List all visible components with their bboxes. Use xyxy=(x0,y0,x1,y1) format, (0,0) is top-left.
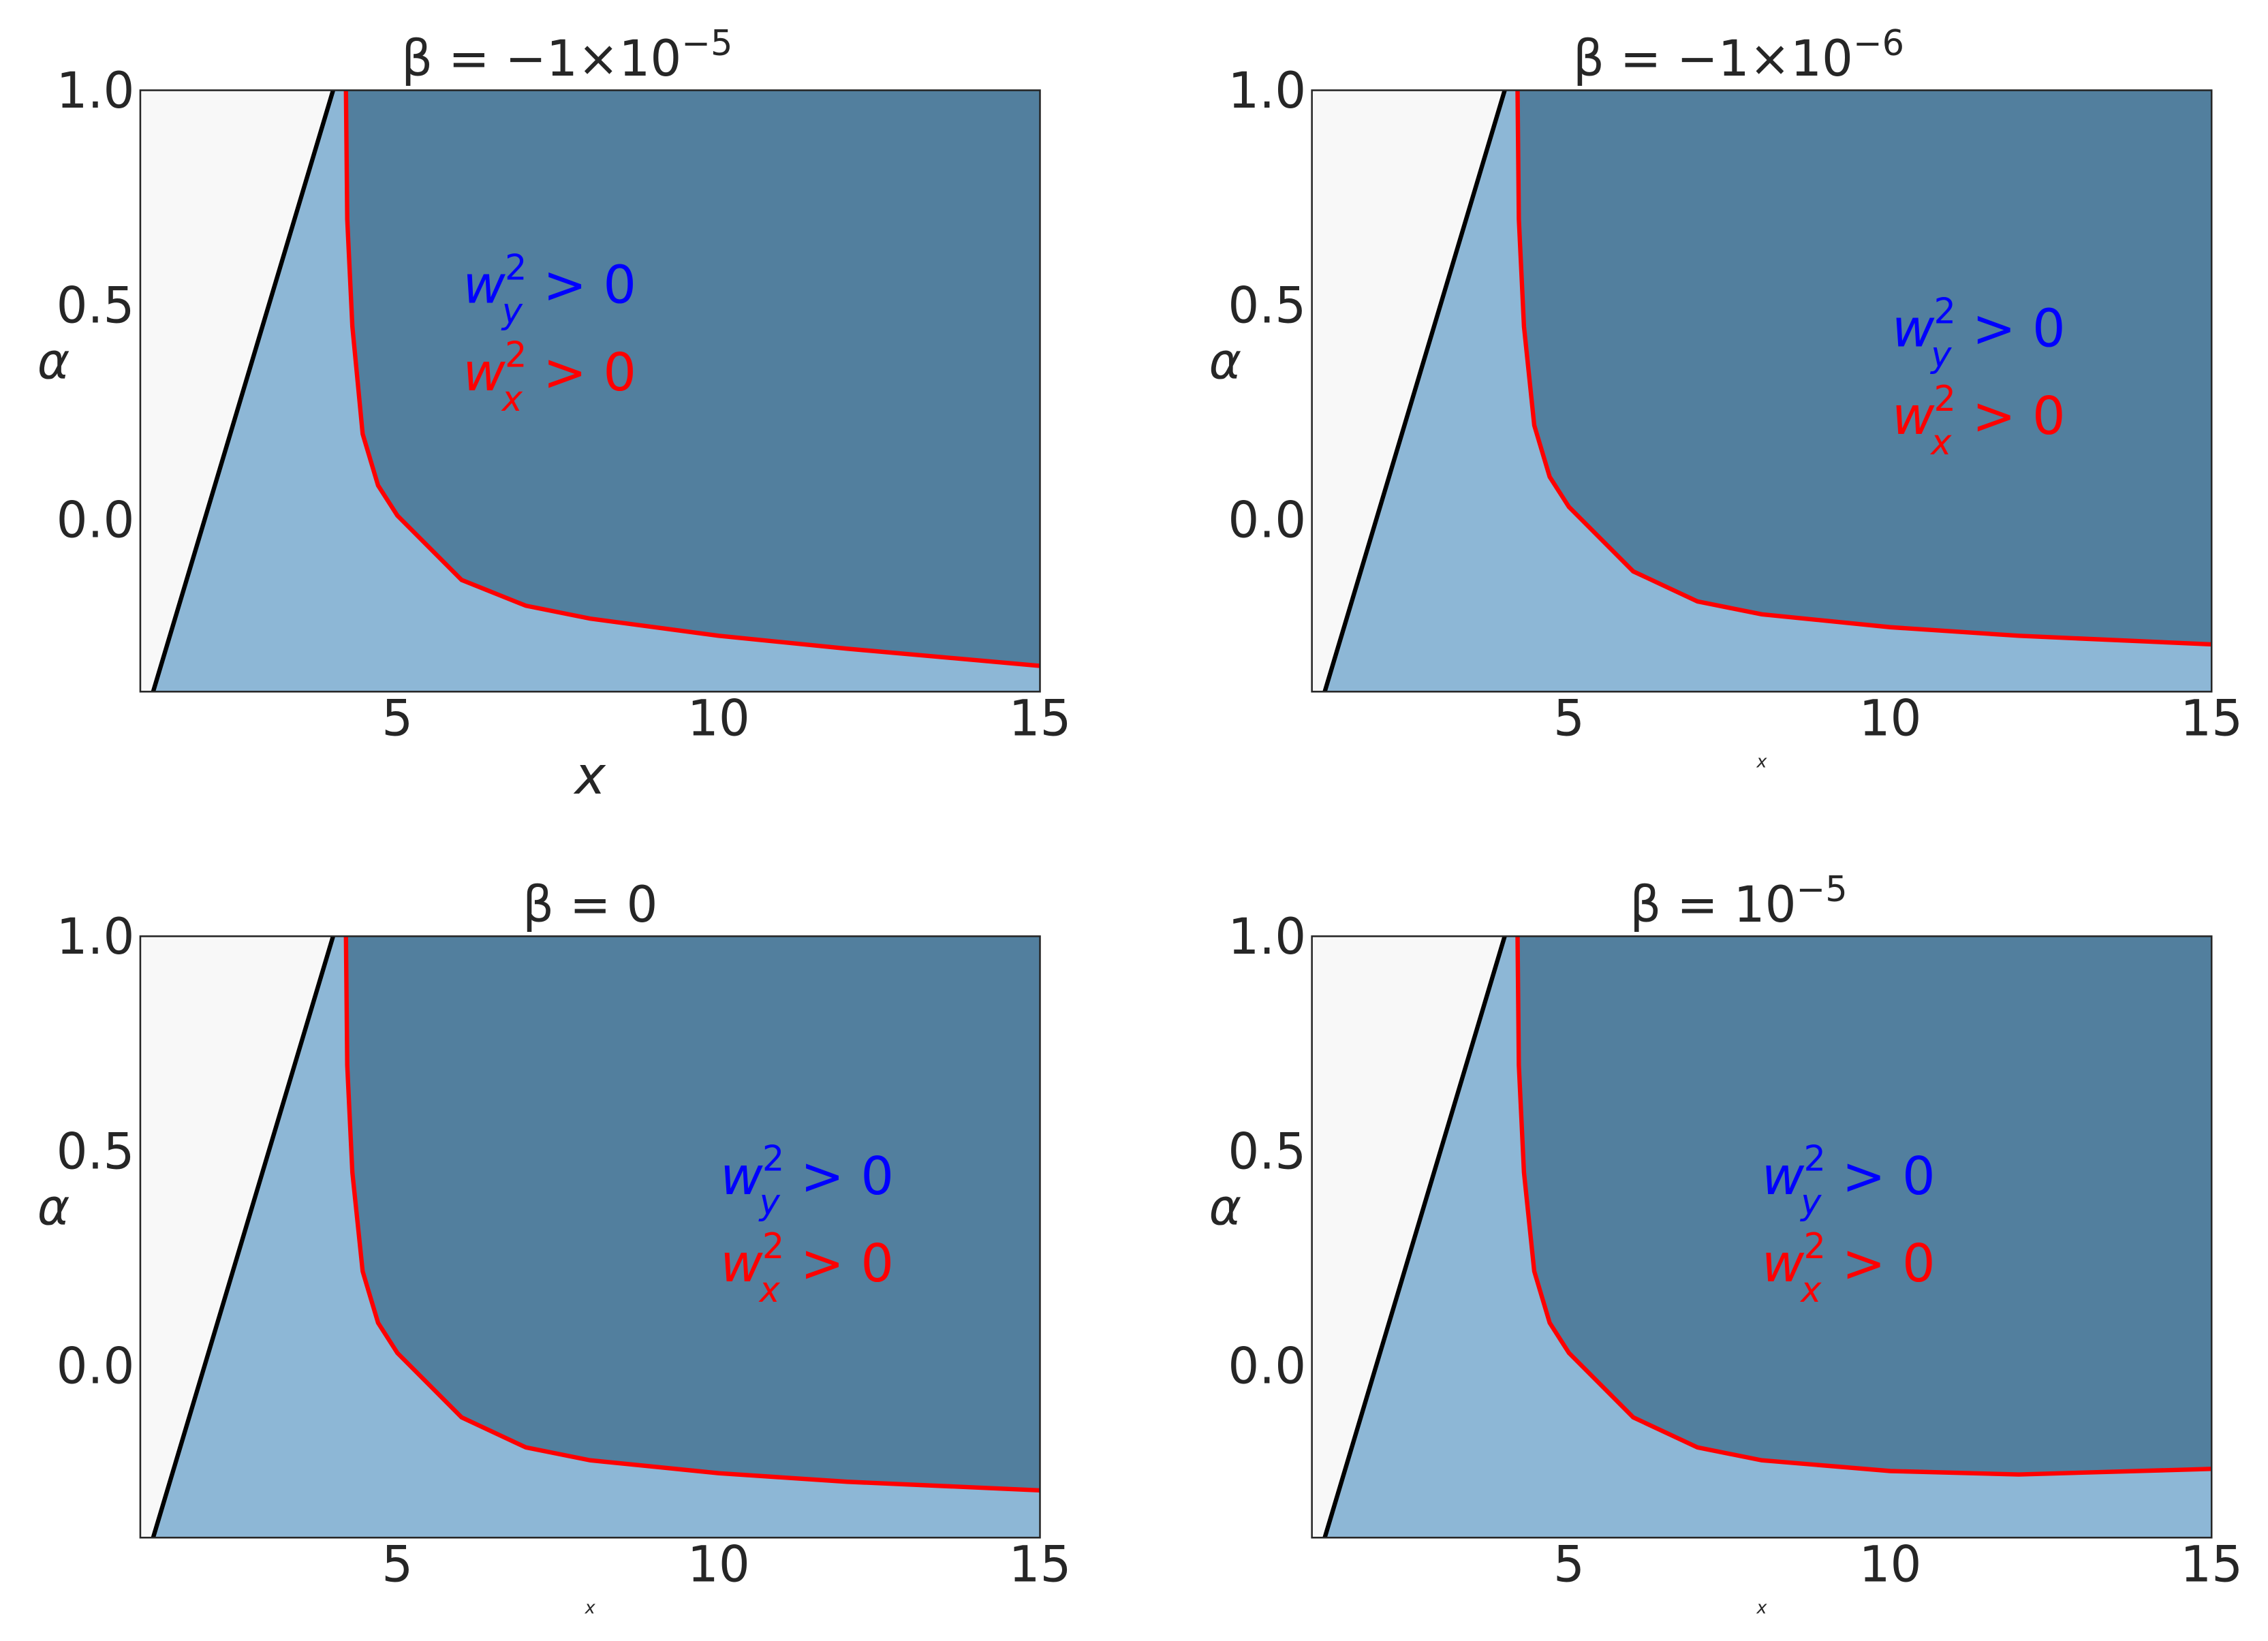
x-tick-label: 10 xyxy=(687,1536,750,1593)
annotation-text: > 0 xyxy=(1955,386,2065,447)
annotation-superscript: 2 xyxy=(762,1139,784,1179)
x-tick-label: 5 xyxy=(1553,1536,1585,1593)
y-tick-label: 0.0 xyxy=(57,1338,135,1395)
x-tick-label: 5 xyxy=(382,1536,413,1593)
y-tick-label: 1.0 xyxy=(1228,909,1306,966)
chart-title: β = −1×10−5 xyxy=(401,24,732,88)
boundary-line xyxy=(343,90,1040,668)
plot-frame xyxy=(1311,89,2213,693)
title-text: β = −1×10 xyxy=(1573,31,1853,88)
boundary-line xyxy=(1322,90,1507,692)
plot-area xyxy=(1322,90,2212,692)
plot-area xyxy=(151,936,1040,1538)
y-axis-label: α xyxy=(37,1179,70,1236)
title-superscript: −5 xyxy=(681,24,732,64)
plot-frame xyxy=(139,935,1041,1539)
y-axis-label: α xyxy=(1209,1179,1241,1236)
title-text: β = −1×10 xyxy=(401,31,681,88)
x-tick-label: 5 xyxy=(1553,690,1585,747)
x-tick-label: 10 xyxy=(687,690,750,747)
y-tick-label: 0.5 xyxy=(1228,277,1306,334)
x-axis-label: x xyxy=(585,1597,596,1618)
annotation-subscript: y xyxy=(1799,1183,1822,1223)
title-text: β = 0 xyxy=(523,877,657,934)
y-tick-label: 1.0 xyxy=(1228,63,1306,120)
x-axis-label: x xyxy=(574,746,607,807)
both-positive-region xyxy=(1517,936,2212,1475)
annotation-base: w xyxy=(1892,386,1935,447)
title-superscript: −6 xyxy=(1853,24,1904,64)
annotation-superscript: 2 xyxy=(1934,379,1956,420)
boundary-line xyxy=(343,936,1040,1493)
annotation-subscript: x xyxy=(501,379,523,420)
boundary-line xyxy=(1322,936,1507,1538)
annotation-text: > 0 xyxy=(527,343,636,403)
boundary-line xyxy=(151,90,335,692)
x-tick-label: 10 xyxy=(1859,1536,1922,1593)
chart-title: β = 10−5 xyxy=(1630,870,1847,934)
annotation-text: > 0 xyxy=(784,1234,894,1294)
annotation-base: w xyxy=(463,343,506,403)
y-tick-label: 0.5 xyxy=(57,1123,135,1181)
annotation-superscript: 2 xyxy=(1803,1227,1825,1267)
annotation-text: > 0 xyxy=(527,255,636,315)
plot-area xyxy=(151,90,1040,692)
y-tick-label: 0.0 xyxy=(1228,493,1306,550)
x-tick-label: 15 xyxy=(2180,1536,2243,1593)
chart-title: β = −1×10−6 xyxy=(1573,24,1904,88)
annotation-text: > 0 xyxy=(784,1146,894,1207)
y-tick-label: 0.5 xyxy=(1228,1123,1306,1181)
annotation-base: w xyxy=(463,255,506,315)
x-tick-label: 5 xyxy=(382,690,413,747)
x-tick-label: 15 xyxy=(1009,1536,1072,1593)
annotation-text: > 0 xyxy=(1825,1234,1935,1294)
boundary-line xyxy=(1515,90,2212,647)
plot-frame xyxy=(1311,935,2213,1539)
annotation-subscript: x xyxy=(758,1270,781,1311)
annotation-superscript: 2 xyxy=(505,336,527,376)
y-tick-label: 1.0 xyxy=(57,909,135,966)
annotation-subscript: y xyxy=(1929,336,1952,376)
both-positive-region xyxy=(1517,90,2212,644)
x-axis-label: x xyxy=(1756,1597,1767,1618)
annotation-subscript: y xyxy=(758,1183,781,1223)
x-tick-label: 10 xyxy=(1859,690,1922,747)
boundary-line xyxy=(151,936,335,1538)
plot-area xyxy=(1322,936,2212,1538)
annotation-base: w xyxy=(720,1146,763,1207)
chart-title: β = 0 xyxy=(523,877,657,934)
both-positive-region xyxy=(345,936,1040,1490)
title-superscript: −5 xyxy=(1797,870,1848,910)
annotation-subscript: x xyxy=(1799,1270,1822,1311)
boundary-line xyxy=(1515,936,2212,1477)
y-tick-label: 0.5 xyxy=(57,277,135,334)
y-tick-label: 1.0 xyxy=(57,63,135,120)
annotation-superscript: 2 xyxy=(1934,292,1956,332)
both-positive-region xyxy=(345,90,1040,666)
annotation-text: > 0 xyxy=(1825,1146,1935,1207)
plot-frame xyxy=(139,89,1041,693)
x-tick-label: 15 xyxy=(1009,690,1072,747)
y-tick-label: 0.0 xyxy=(1228,1338,1306,1395)
annotation-superscript: 2 xyxy=(762,1227,784,1267)
annotation-base: w xyxy=(720,1234,763,1294)
y-tick-label: 0.0 xyxy=(57,493,135,550)
x-axis-label: x xyxy=(1756,751,1767,772)
y-axis-label: α xyxy=(1209,334,1241,391)
annotation-subscript: x xyxy=(1929,423,1952,463)
annotation-superscript: 2 xyxy=(1803,1139,1825,1179)
annotation-base: w xyxy=(1762,1234,1805,1294)
annotation-subscript: y xyxy=(501,292,523,332)
title-text: β = 10 xyxy=(1630,877,1796,934)
annotation-base: w xyxy=(1892,298,1935,359)
y-axis-label: α xyxy=(37,334,70,391)
x-tick-label: 15 xyxy=(2180,690,2243,747)
annotation-base: w xyxy=(1762,1146,1805,1207)
annotation-superscript: 2 xyxy=(505,248,527,288)
annotation-text: > 0 xyxy=(1955,298,2065,359)
